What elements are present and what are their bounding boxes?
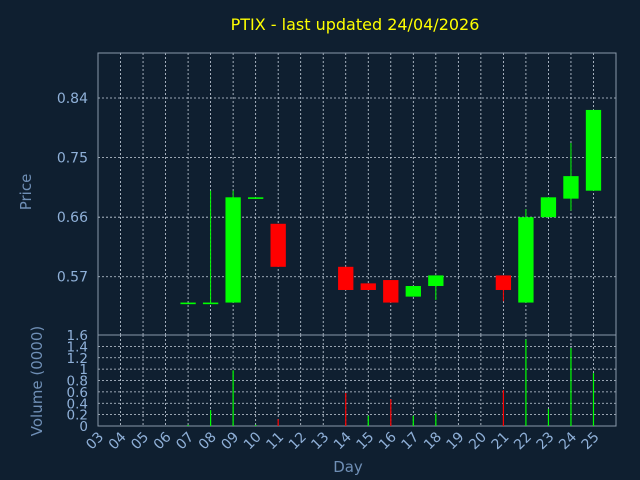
candle-21 (518, 209, 534, 303)
volume-tick-label: 0.2 (67, 408, 88, 424)
volume-bar-21 (525, 339, 527, 426)
candle-14 (360, 283, 376, 290)
x-tick-label: 05 (128, 429, 152, 453)
volume-panel: 00.20.40.60.811.21.41.6 Volume (0000) (28, 326, 617, 436)
volume-bar-24 (592, 373, 595, 426)
volume-bar-10 (277, 419, 279, 426)
x-tick-label: 04 (106, 429, 130, 453)
x-tick-label: 15 (353, 429, 377, 453)
volume-frame (97, 334, 617, 427)
candle-body (585, 109, 602, 191)
x-tick-label: 19 (444, 429, 468, 453)
x-tick-label: 24 (556, 429, 580, 453)
candle-07 (202, 190, 219, 305)
volume-tick-label: 1 (79, 362, 88, 378)
candle-body (540, 197, 557, 218)
x-tick-label: 17 (399, 429, 423, 453)
candle-17 (428, 275, 444, 300)
candle-16 (405, 286, 421, 297)
volume-bar-07 (210, 410, 212, 426)
x-tick-label: 23 (534, 429, 558, 453)
x-tick-label: 14 (331, 429, 355, 453)
x-tick-label: 11 (263, 429, 287, 453)
volume-tick-label: 0.8 (67, 374, 88, 390)
volume-axis-label: Volume (0000) (28, 326, 46, 436)
candle-23 (563, 143, 579, 211)
candle-body (518, 217, 534, 303)
x-tick-label: 25 (579, 429, 603, 453)
volume-bar-13 (345, 393, 347, 426)
candle-body (247, 197, 264, 199)
volume-bar-16 (412, 415, 414, 426)
candle-10 (270, 223, 286, 267)
price-tick-label: 0.75 (57, 151, 88, 167)
volume-bar-20 (502, 390, 504, 426)
candle-08 (225, 190, 241, 303)
candle-body (270, 223, 286, 267)
candle-13 (338, 266, 354, 290)
volume-tick-label: 0.4 (67, 396, 88, 412)
x-tick-label: 08 (196, 429, 220, 453)
volume-tick-label: 1.6 (67, 328, 88, 344)
x-tick-label: 09 (218, 429, 242, 453)
candle-body (383, 280, 399, 303)
candle-body (180, 302, 196, 305)
candle-body (225, 197, 241, 303)
candle-22 (540, 197, 557, 218)
volume-bar-17 (435, 413, 437, 426)
candle-06 (180, 302, 196, 305)
candle-body (428, 275, 444, 287)
x-tick-label: 13 (308, 429, 332, 453)
candle-20 (495, 275, 512, 302)
x-tick-label: 18 (421, 429, 445, 453)
candle-body (338, 266, 354, 290)
price-tick-label: 0.57 (57, 270, 88, 286)
candle-body (563, 176, 579, 199)
price-panel: 0.57 0.66 0.75 0.84 Price (17, 52, 617, 336)
candle-15 (383, 280, 399, 303)
x-tick-label: 22 (511, 429, 535, 453)
volume-bar-09 (255, 424, 257, 426)
chart-title: PTIX - last updated 24/04/2026 (231, 15, 480, 34)
volume-bar-14 (367, 415, 369, 426)
volume-tick-label: 1.4 (67, 339, 88, 355)
volume-tick-label: 1.2 (67, 351, 88, 367)
x-axis-label: Day (333, 458, 363, 476)
x-tick-label: 06 (151, 429, 175, 453)
candle-body (405, 286, 421, 297)
volume-tick-label: 0.6 (67, 385, 88, 401)
volume-bar-15 (390, 399, 392, 426)
x-tick-label: 10 (241, 429, 265, 453)
candle-09 (247, 197, 264, 199)
x-tick-label: 16 (376, 429, 400, 453)
price-frame (97, 52, 617, 336)
candle-24 (585, 109, 602, 191)
volume-bar-23 (570, 348, 572, 426)
price-tick-label: 0.84 (57, 91, 88, 107)
price-axis-label: Price (17, 174, 35, 211)
x-tick-label: 21 (489, 429, 513, 453)
volume-bar-22 (547, 408, 550, 426)
x-tick-label: 12 (286, 429, 310, 453)
volume-tick-label: 0 (79, 419, 88, 435)
candle-body (495, 275, 512, 290)
volume-bar-06 (187, 424, 189, 426)
x-tick-label: 07 (173, 429, 197, 453)
candle-body (360, 283, 376, 290)
volume-bar-08 (232, 370, 234, 426)
x-tick-label: 20 (466, 429, 490, 453)
price-tick-label: 0.66 (57, 210, 88, 226)
candle-body (202, 302, 219, 305)
